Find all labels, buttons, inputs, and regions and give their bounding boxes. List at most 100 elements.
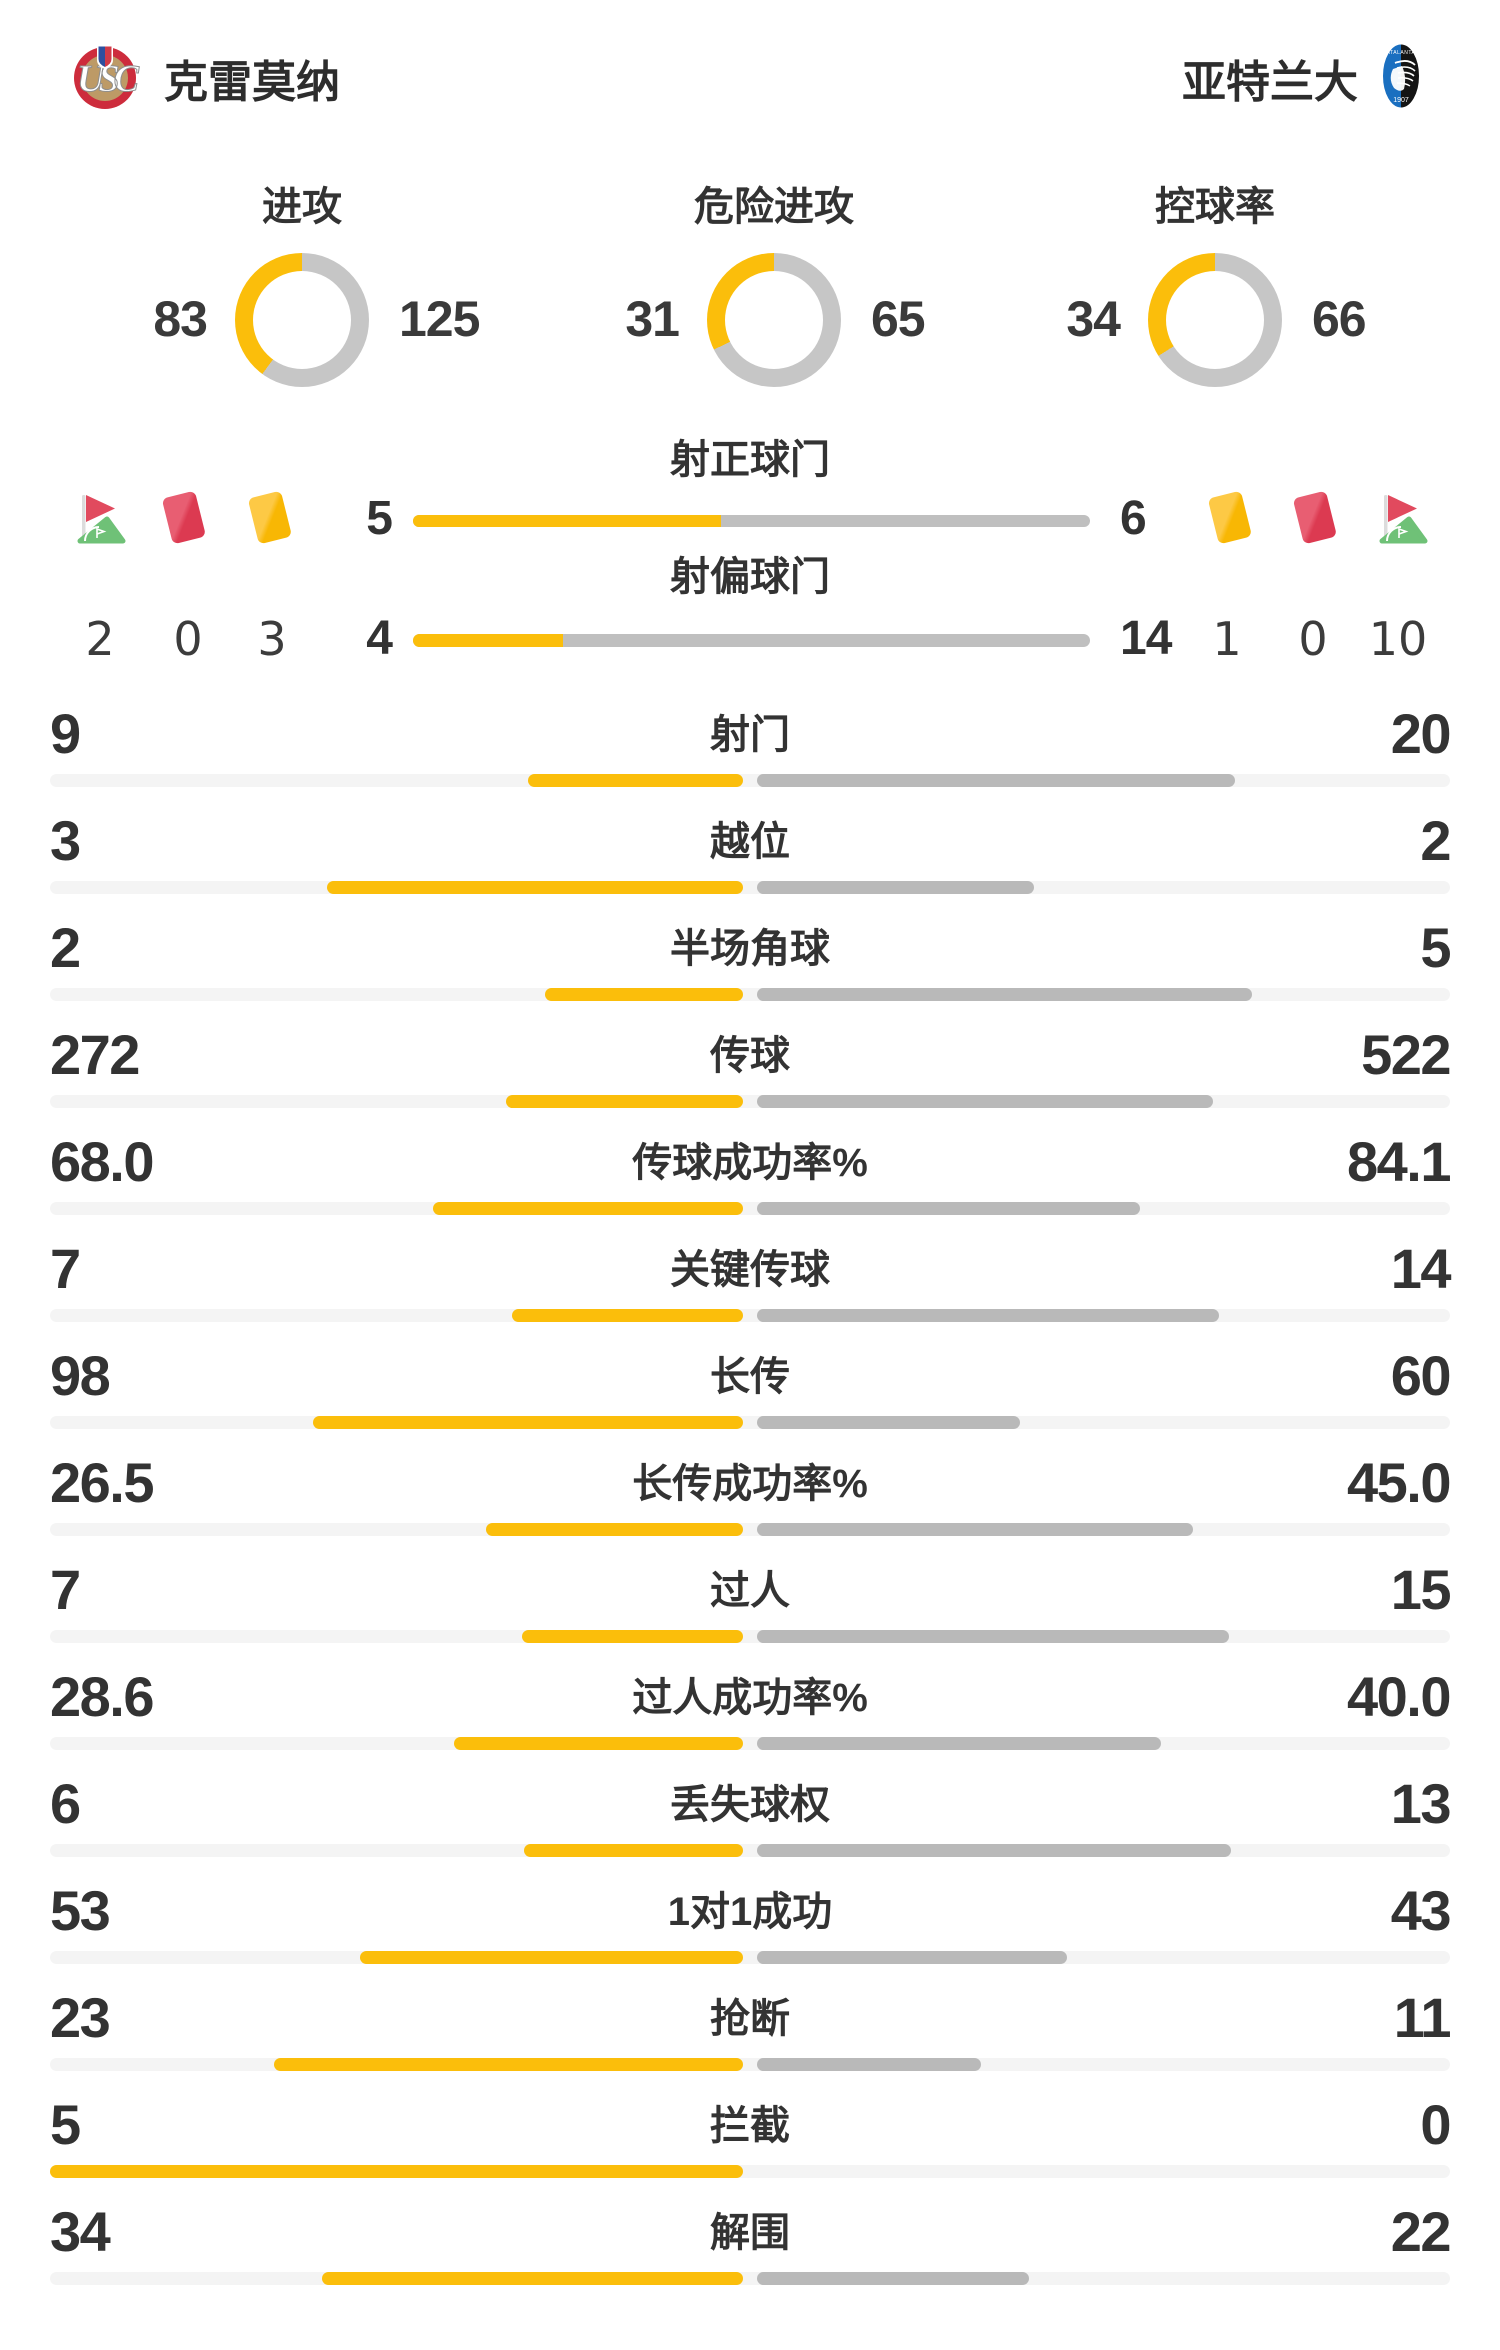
stat-row: 28.6 过人成功率% 40.0	[0, 1663, 1500, 1770]
stat-label: 长传	[710, 1355, 790, 1399]
donut-title: 进攻	[262, 185, 342, 229]
away-bar-fill	[757, 1951, 1067, 1964]
away-value: 60	[1390, 1344, 1452, 1407]
stat-bar	[50, 1416, 1450, 1429]
stat-bar	[50, 1737, 1450, 1750]
stats-list: 9 射门 20 3 越位 2 2 半场角球 5 272 传球 522 68.0	[0, 700, 1500, 2305]
away-value: 2	[1420, 809, 1451, 872]
yellow-card-icon	[242, 490, 298, 546]
shots-off-target-home: 4	[366, 612, 393, 665]
home-team-header[interactable]: USC 克雷莫纳	[70, 38, 340, 118]
donut-ring	[707, 253, 841, 387]
stat-label: 过人成功率%	[632, 1676, 868, 1720]
stat-label: 传球	[710, 1034, 790, 1078]
home-value: 98	[50, 1344, 111, 1407]
red-card-icon	[156, 490, 212, 546]
stat-label: 传球成功率%	[632, 1141, 868, 1185]
home-value: 6	[50, 1772, 81, 1835]
away-value: 13	[1390, 1772, 1452, 1835]
stat-label: 半场角球	[670, 927, 830, 971]
home-value: 28.6	[50, 1665, 155, 1728]
home-value: 7	[50, 1558, 81, 1621]
stat-row: 272 传球 522	[0, 1021, 1500, 1128]
donut-title: 危险进攻	[694, 185, 854, 229]
stat-bar	[50, 1630, 1450, 1643]
away-value: 522	[1361, 1023, 1451, 1086]
stat-label: 射门	[710, 713, 790, 757]
away-value: 84.1	[1347, 1130, 1452, 1193]
home-bar-fill	[506, 1095, 743, 1108]
home-corners-count: 2	[85, 612, 115, 666]
home-value: 5	[50, 2093, 81, 2156]
home-team-logo-icon: USC	[70, 41, 146, 116]
home-bar-fill	[522, 1630, 743, 1643]
home-value: 3	[50, 809, 81, 872]
donut-ring	[235, 253, 369, 387]
stat-bar	[50, 1951, 1450, 1964]
shots-on-target-bar	[413, 515, 1090, 527]
away-value: 5	[1420, 916, 1451, 979]
stat-bar	[50, 881, 1450, 894]
home-value: 23	[50, 1986, 111, 2049]
shots-on-target-away: 6	[1120, 492, 1147, 545]
stat-row: 68.0 传球成功率% 84.1	[0, 1128, 1500, 1235]
donut-home-value: 83	[153, 291, 208, 347]
stat-bar	[50, 2058, 1450, 2071]
home-value: 9	[50, 702, 81, 765]
away-bar-fill	[757, 1416, 1020, 1429]
stat-bar	[50, 988, 1450, 1001]
away-bar-fill	[757, 1202, 1140, 1215]
stat-bar	[50, 2272, 1450, 2285]
away-bar-fill	[757, 2058, 981, 2071]
home-value: 2	[50, 916, 81, 979]
home-yellow-cards-count: 3	[257, 612, 287, 666]
home-red-cards-count: 0	[173, 612, 203, 666]
away-bar-fill	[757, 1844, 1231, 1857]
stat-row: 7 关键传球 14	[0, 1235, 1500, 1342]
stat-row: 34 解围 22	[0, 2198, 1500, 2305]
donut-home-value: 34	[1066, 291, 1121, 347]
away-bar-fill	[757, 774, 1235, 787]
away-logo-text-top: ATALANTA	[1387, 50, 1416, 56]
away-team-header[interactable]: 亚特兰大 ATALANTA 1907	[1182, 38, 1420, 118]
away-bar-fill	[757, 881, 1034, 894]
away-value: 15	[1390, 1558, 1452, 1621]
away-value: 0	[1420, 2093, 1451, 2156]
away-value: 45.0	[1347, 1451, 1452, 1514]
home-value: 34	[50, 2200, 111, 2263]
home-bar-fill	[433, 1202, 743, 1215]
home-bar-fill	[512, 1309, 743, 1322]
away-value: 40.0	[1347, 1665, 1452, 1728]
away-value: 20	[1390, 702, 1452, 765]
stat-row: 7 过人 15	[0, 1556, 1500, 1663]
stat-label: 过人	[710, 1569, 790, 1613]
away-bar-fill	[757, 1095, 1213, 1108]
home-bar-fill	[545, 988, 743, 1001]
stat-bar	[50, 1202, 1450, 1215]
stat-row: 53 1对1成功 43	[0, 1877, 1500, 1984]
home-value: 7	[50, 1237, 81, 1300]
shots-on-target-home: 5	[366, 492, 393, 545]
home-bar-fill	[486, 1523, 743, 1536]
shots-off-target-away: 14	[1120, 612, 1172, 665]
stat-bar	[50, 1095, 1450, 1108]
home-bar-fill	[454, 1737, 743, 1750]
home-value: 26.5	[50, 1451, 155, 1514]
away-corners-count: 10	[1368, 612, 1428, 666]
stat-row: 2 半场角球 5	[0, 914, 1500, 1021]
away-value: 22	[1390, 2200, 1452, 2263]
home-value: 68.0	[50, 1130, 155, 1193]
stat-label: 抢断	[710, 1997, 790, 2041]
away-yellow-cards-count: 1	[1212, 612, 1242, 666]
home-team-name: 克雷莫纳	[164, 58, 340, 107]
corner-flag-icon	[1372, 490, 1428, 546]
stat-bar	[50, 2165, 1450, 2178]
donut-away-value: 125	[399, 291, 480, 347]
stat-row: 3 越位 2	[0, 807, 1500, 914]
away-bar-fill	[757, 1523, 1193, 1536]
away-red-cards-count: 0	[1298, 612, 1328, 666]
corner-flag-icon	[70, 490, 126, 546]
home-bar-fill	[50, 2165, 743, 2178]
stat-label: 拦截	[710, 2104, 790, 2148]
